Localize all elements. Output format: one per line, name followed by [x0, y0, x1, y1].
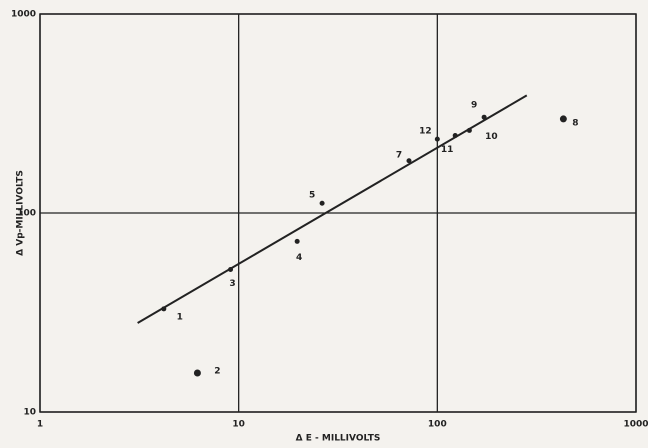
x-tick-label: 1000	[623, 420, 648, 430]
point-label: 8	[572, 118, 578, 128]
x-axis-label: Δ E - MILLIVOLTS	[296, 434, 381, 444]
point-label: 12	[419, 127, 432, 137]
point-label: 11	[441, 145, 454, 155]
point	[228, 267, 233, 272]
point-label: 9	[471, 101, 477, 111]
point-label: 4	[296, 253, 302, 263]
x-tick-label: 10	[232, 420, 245, 430]
point	[194, 370, 201, 377]
y-tick-label: 10	[23, 408, 36, 418]
chart: Δ E - MILLIVOLTS Δ Vp-MILLIVOLTS 1101001…	[0, 0, 648, 448]
point	[453, 133, 458, 138]
point	[295, 239, 300, 244]
y-tick-label: 1000	[11, 10, 36, 20]
x-tick-label: 1	[37, 420, 43, 430]
y-tick-label: 100	[17, 209, 36, 219]
point-label: 1	[177, 312, 183, 322]
point	[435, 137, 440, 142]
point	[560, 115, 567, 122]
point-label: 5	[309, 191, 315, 201]
point-label: 10	[485, 132, 498, 142]
point-label: 3	[229, 279, 235, 289]
point	[467, 128, 472, 133]
point-label: 7	[396, 150, 402, 160]
page: {"chart_data": {"type": "scatter", "x_la…	[0, 0, 648, 448]
point-label: 2	[214, 367, 220, 377]
point	[320, 201, 325, 206]
point	[482, 115, 487, 120]
point	[406, 158, 411, 163]
point	[161, 306, 166, 311]
x-tick-label: 100	[428, 420, 447, 430]
